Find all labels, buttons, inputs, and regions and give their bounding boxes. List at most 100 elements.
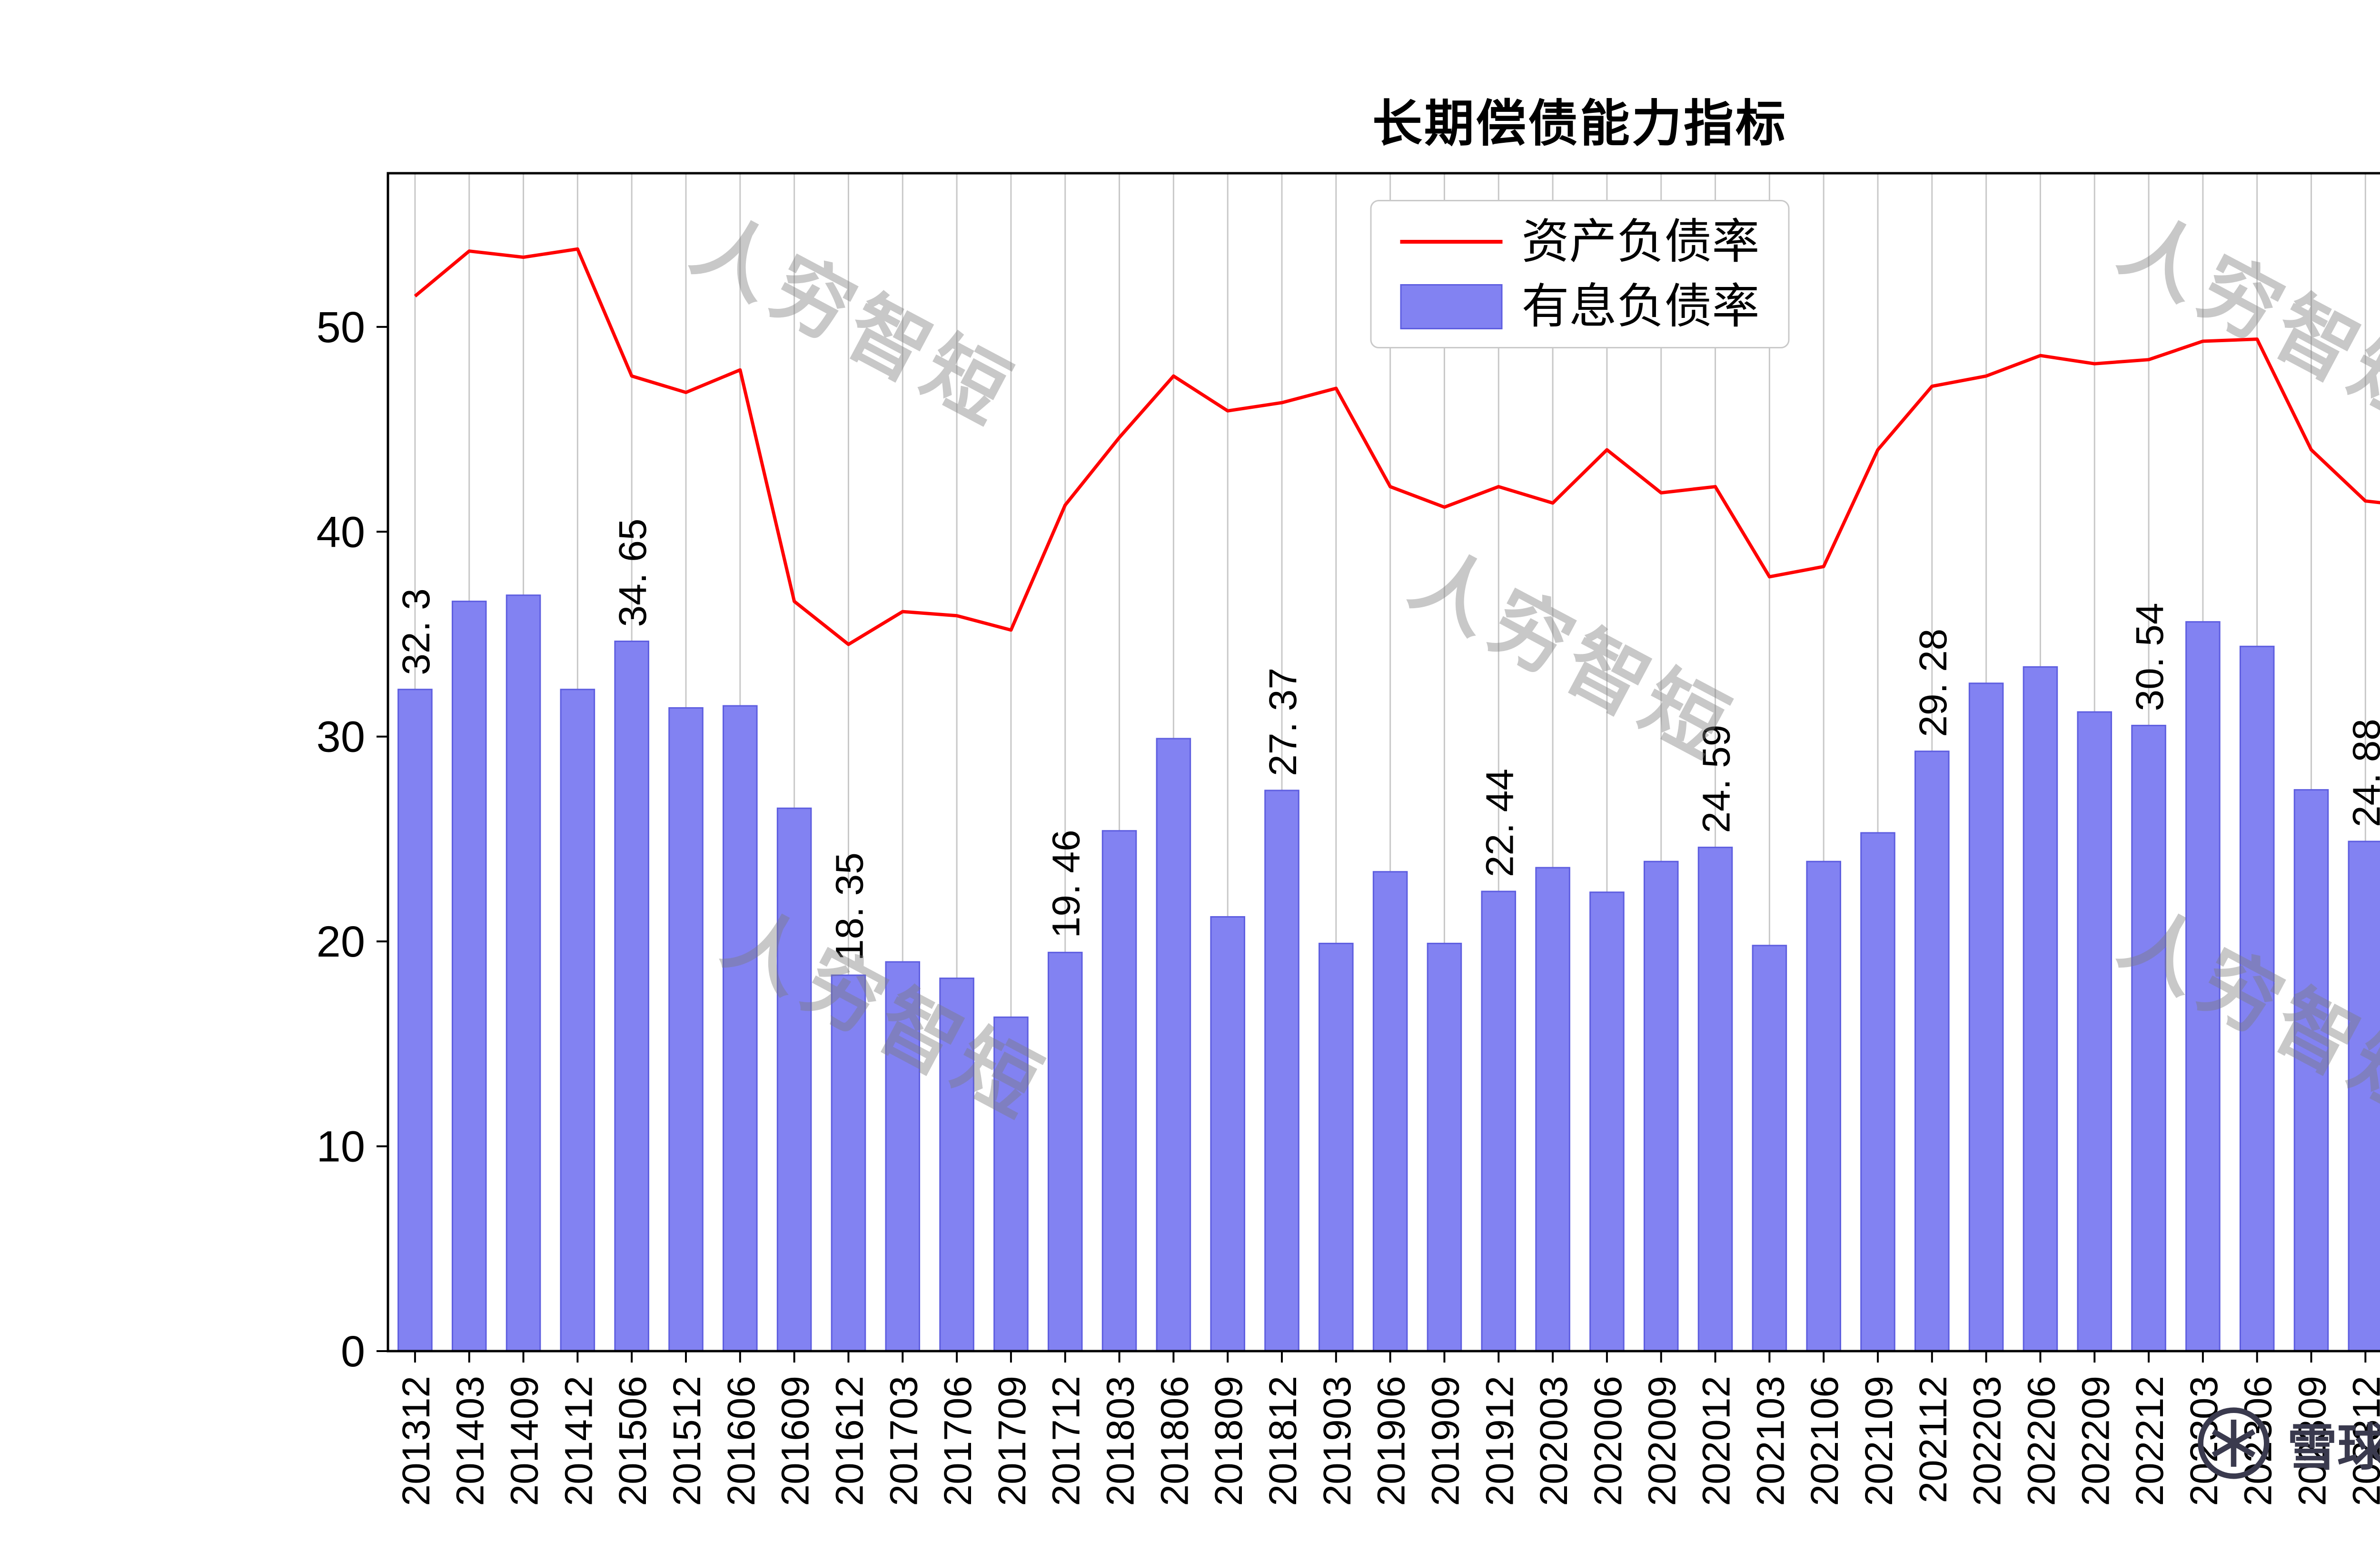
x-tick-label: 201412 bbox=[557, 1376, 600, 1506]
x-tick-label: 201806 bbox=[1153, 1376, 1196, 1506]
y-tick-label: 0 bbox=[341, 1327, 365, 1376]
x-tick-label: 202106 bbox=[1803, 1376, 1846, 1506]
bar bbox=[1047, 951, 1083, 1352]
bar bbox=[1806, 860, 1841, 1352]
bar bbox=[1752, 945, 1787, 1352]
plot-frame bbox=[387, 172, 2380, 1353]
bar bbox=[885, 961, 921, 1352]
x-tick-label: 201409 bbox=[503, 1376, 546, 1506]
x-tick-label: 202006 bbox=[1587, 1376, 1630, 1506]
x-tick-label: 201403 bbox=[449, 1376, 492, 1506]
line-series bbox=[414, 247, 2380, 646]
bar bbox=[2131, 724, 2166, 1352]
bar bbox=[831, 974, 866, 1352]
x-tick-label: 202212 bbox=[2128, 1376, 2172, 1506]
bar bbox=[506, 594, 541, 1352]
x-tick-label: 201612 bbox=[828, 1376, 871, 1506]
bar bbox=[776, 807, 812, 1352]
bar bbox=[1914, 751, 1950, 1352]
x-tick-label: 201809 bbox=[1207, 1376, 1250, 1506]
y-tick-label: 10 bbox=[317, 1123, 365, 1171]
brand-footer: 雪球 人穷智短 bbox=[2194, 1404, 2380, 1482]
chart-title: 长期偿债能力指标 bbox=[1372, 96, 1787, 152]
x-tick-label: 202203 bbox=[1966, 1376, 2009, 1506]
x-tick-label: 202206 bbox=[2020, 1376, 2063, 1506]
bar bbox=[2023, 666, 2058, 1352]
x-tick-label: 202306 bbox=[2237, 1376, 2280, 1506]
bar bbox=[723, 705, 758, 1352]
x-tick-label: 201912 bbox=[1478, 1376, 1521, 1506]
x-tick-label: 201512 bbox=[665, 1376, 709, 1506]
x-tick-label: 201706 bbox=[936, 1376, 980, 1506]
y-tick-label: 50 bbox=[317, 303, 365, 352]
bar bbox=[451, 601, 487, 1352]
bar bbox=[668, 707, 704, 1352]
bar bbox=[2348, 840, 2380, 1352]
y-tick-label: 30 bbox=[317, 713, 365, 761]
bar bbox=[1319, 942, 1354, 1352]
bar bbox=[2239, 645, 2275, 1352]
bar bbox=[993, 1016, 1029, 1352]
bar bbox=[560, 689, 595, 1352]
x-tick-label: 202012 bbox=[1695, 1376, 1738, 1506]
x-tick-label: 201712 bbox=[1045, 1376, 1088, 1506]
bar-value-label: 19. 46 bbox=[1045, 830, 1088, 938]
bar bbox=[2293, 789, 2329, 1352]
x-tick-label: 201609 bbox=[774, 1376, 817, 1506]
legend-item-line: 资产负债率 bbox=[1400, 216, 1760, 268]
bar bbox=[1156, 738, 1191, 1352]
y-tick-label: 40 bbox=[317, 508, 365, 556]
bar bbox=[2185, 621, 2221, 1352]
legend-label-bar: 有息负债率 bbox=[1521, 280, 1760, 333]
bar-value-label: 32. 3 bbox=[395, 588, 438, 675]
legend-label-line: 资产负债率 bbox=[1521, 215, 1760, 268]
bar bbox=[397, 689, 433, 1352]
x-tick-label: 201703 bbox=[882, 1376, 925, 1506]
bar bbox=[1372, 871, 1408, 1352]
bar bbox=[1101, 830, 1137, 1352]
bar-value-label: 22. 44 bbox=[1478, 769, 1521, 877]
x-tick-label: 201909 bbox=[1424, 1376, 1467, 1506]
bar bbox=[2077, 711, 2112, 1352]
bar-value-label: 18. 35 bbox=[828, 852, 871, 961]
x-tick-label: 202103 bbox=[1749, 1376, 1792, 1506]
x-tick-label: 202003 bbox=[1532, 1376, 1576, 1506]
bar-value-label: 34. 65 bbox=[611, 519, 654, 627]
bar bbox=[1589, 891, 1625, 1352]
x-tick-label: 202209 bbox=[2074, 1376, 2117, 1506]
bar bbox=[1210, 916, 1245, 1352]
legend: 资产负债率 有息负债率 bbox=[1370, 200, 1790, 348]
x-tick-label: 201906 bbox=[1370, 1376, 1413, 1506]
x-tick-label: 201312 bbox=[395, 1376, 438, 1506]
line-series-swatch bbox=[1400, 240, 1503, 244]
x-tick-label: 201803 bbox=[1099, 1376, 1142, 1506]
x-tick-label: 201506 bbox=[611, 1376, 654, 1506]
snowball-logo-icon bbox=[2198, 1407, 2270, 1479]
bar bbox=[1481, 890, 1517, 1352]
x-tick-label: 202112 bbox=[1912, 1376, 1955, 1503]
bar-series-swatch bbox=[1400, 284, 1503, 329]
bar bbox=[1697, 847, 1733, 1352]
bar bbox=[1427, 942, 1462, 1352]
x-tick-label: 202009 bbox=[1641, 1376, 1684, 1506]
bar bbox=[1860, 832, 1895, 1352]
bar-value-label: 29. 28 bbox=[1912, 629, 1955, 737]
bar bbox=[1968, 682, 2004, 1352]
bar bbox=[1643, 860, 1679, 1352]
bar-value-label: 24. 59 bbox=[1695, 725, 1738, 833]
x-tick-label: 201606 bbox=[720, 1376, 763, 1506]
bar-value-label: 27. 37 bbox=[1261, 668, 1305, 776]
bar bbox=[1535, 867, 1570, 1352]
x-tick-label: 201709 bbox=[991, 1376, 1034, 1506]
x-tick-label: 201903 bbox=[1316, 1376, 1359, 1506]
x-tick-label: 201812 bbox=[1261, 1376, 1305, 1506]
bar bbox=[1264, 790, 1299, 1352]
bar-value-label: 30. 54 bbox=[2128, 603, 2172, 711]
legend-item-bar: 有息负债率 bbox=[1400, 280, 1760, 333]
x-tick-label: 202109 bbox=[1857, 1376, 1901, 1506]
brand-name: 雪球 bbox=[2287, 1420, 2380, 1476]
x-tick-label: 202309 bbox=[2291, 1376, 2334, 1506]
bar-value-label: 24. 88 bbox=[2345, 719, 2380, 827]
